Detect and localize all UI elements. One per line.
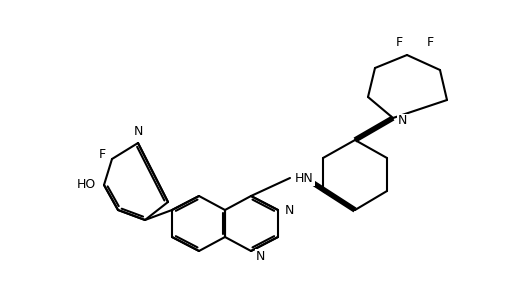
Text: N: N [285,204,294,216]
Text: HO: HO [77,178,96,192]
Text: HN: HN [295,171,314,185]
Text: F: F [99,147,106,161]
Text: N: N [398,114,407,128]
Text: N: N [256,249,265,263]
Text: F: F [395,36,402,48]
Text: N: N [133,125,143,138]
Text: F: F [427,36,434,50]
